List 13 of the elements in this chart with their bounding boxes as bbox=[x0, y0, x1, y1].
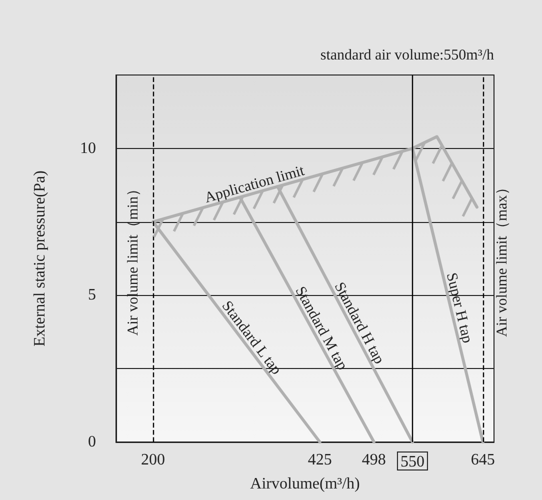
x-tick-label: 425 bbox=[308, 452, 332, 468]
text: Super H tap bbox=[442, 271, 476, 345]
x-tick-label: 200 bbox=[141, 452, 166, 468]
x-tick-label: 645 bbox=[470, 452, 495, 468]
x-tick-label: 498 bbox=[362, 452, 386, 468]
y-axis-title: External static pressure(Pa) bbox=[32, 170, 48, 346]
ref-line-label: Air volume limit（max） bbox=[494, 180, 510, 337]
text: standard air volume:550m³/h bbox=[320, 48, 494, 64]
y-tick-label: 10 bbox=[80, 140, 96, 157]
y-tick-label: 0 bbox=[88, 434, 96, 450]
x-axis-title: Airvolume(m³/h) bbox=[250, 476, 360, 492]
y-tick-label: 5 bbox=[88, 286, 96, 304]
x-tick-label: 550 bbox=[400, 454, 424, 470]
